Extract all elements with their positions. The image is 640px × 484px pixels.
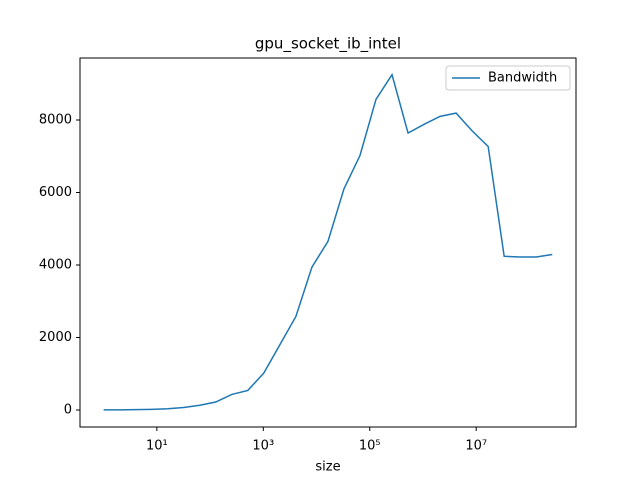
y-tick-label: 0 [64,402,72,417]
legend-box [445,65,571,91]
y-tick-label: 6000 [39,185,72,200]
y-tick-label: 2000 [39,330,72,345]
x-tick-label: 10⁷ [465,439,487,454]
y-tick-label: 4000 [39,257,72,272]
legend-label: Bandwidth [488,71,557,86]
x-tick-label: 10⁵ [359,439,381,454]
line-series [103,72,553,411]
x-tick-label: 10¹ [146,439,168,454]
x-tick-label: 10³ [252,439,274,454]
x-axis-label: size [315,460,340,475]
chart-title: gpu_socket_ib_intel [255,35,401,54]
plot-frame [79,57,577,428]
y-tick-label: 8000 [39,112,72,127]
